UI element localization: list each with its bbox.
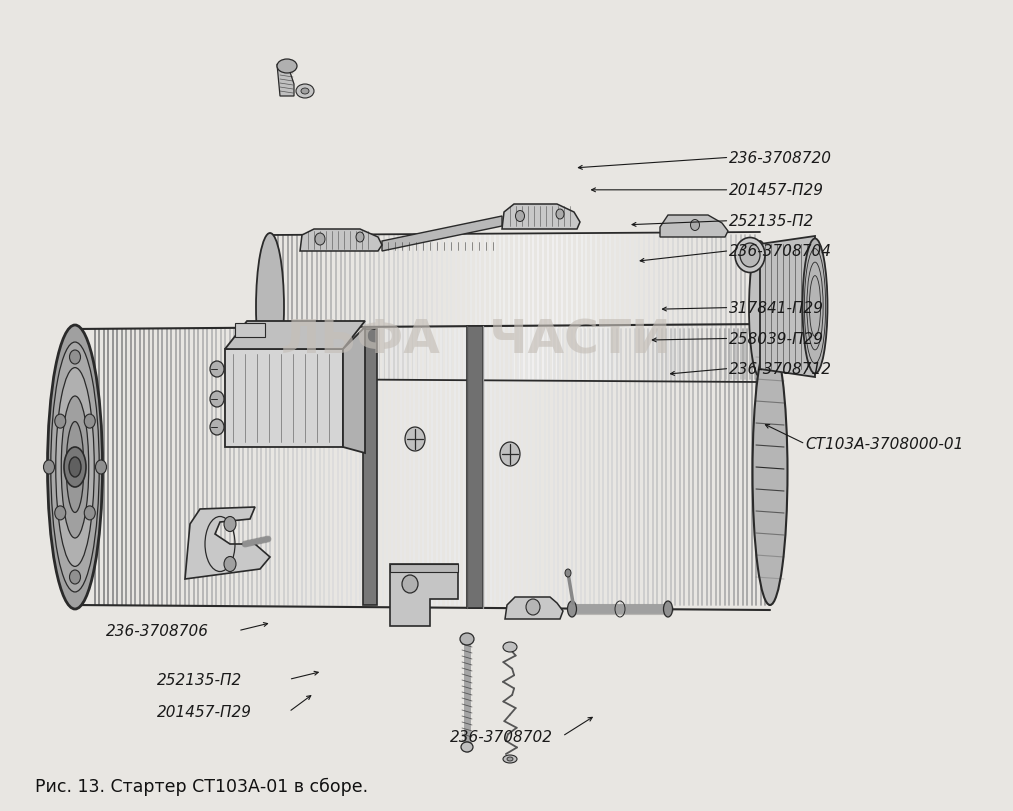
Ellipse shape	[70, 570, 80, 584]
Ellipse shape	[210, 419, 224, 436]
Polygon shape	[225, 350, 343, 448]
Ellipse shape	[556, 210, 564, 220]
Polygon shape	[185, 508, 270, 579]
Ellipse shape	[356, 233, 364, 242]
Text: 236-3708702: 236-3708702	[450, 729, 553, 744]
Ellipse shape	[301, 89, 309, 95]
Ellipse shape	[95, 461, 106, 474]
Text: 317841-П29: 317841-П29	[729, 301, 825, 315]
Ellipse shape	[64, 448, 86, 487]
Ellipse shape	[61, 397, 89, 539]
Ellipse shape	[256, 234, 284, 381]
Ellipse shape	[565, 569, 571, 577]
Ellipse shape	[461, 742, 473, 752]
Ellipse shape	[516, 211, 525, 222]
Text: 236-3708720: 236-3708720	[729, 151, 833, 165]
Polygon shape	[660, 216, 728, 238]
Ellipse shape	[405, 427, 425, 452]
Ellipse shape	[503, 642, 517, 652]
Ellipse shape	[224, 557, 236, 572]
Polygon shape	[502, 204, 580, 230]
Bar	[235, 324, 265, 337]
Ellipse shape	[44, 461, 55, 474]
Ellipse shape	[749, 242, 771, 378]
Ellipse shape	[741, 243, 760, 268]
Polygon shape	[760, 237, 815, 378]
Ellipse shape	[69, 457, 81, 478]
Ellipse shape	[691, 221, 700, 231]
Ellipse shape	[664, 601, 673, 617]
Ellipse shape	[325, 407, 345, 431]
Polygon shape	[225, 322, 365, 350]
Ellipse shape	[567, 601, 576, 617]
Ellipse shape	[66, 422, 84, 513]
Text: 258039-П29: 258039-П29	[729, 332, 825, 346]
Ellipse shape	[277, 60, 297, 74]
Ellipse shape	[753, 340, 787, 605]
Ellipse shape	[84, 414, 95, 428]
Polygon shape	[390, 564, 458, 573]
Polygon shape	[382, 217, 502, 251]
Text: 236-3708712: 236-3708712	[729, 362, 833, 376]
Ellipse shape	[402, 575, 418, 594]
Text: 236-3708704: 236-3708704	[729, 244, 833, 259]
Ellipse shape	[70, 350, 80, 365]
Ellipse shape	[210, 362, 224, 378]
Text: 201457-П29: 201457-П29	[157, 705, 252, 719]
Ellipse shape	[506, 757, 513, 761]
Text: 252135-П2: 252135-П2	[729, 214, 814, 229]
Ellipse shape	[55, 414, 66, 428]
Ellipse shape	[315, 234, 325, 246]
Ellipse shape	[224, 517, 236, 532]
Ellipse shape	[296, 85, 314, 99]
Polygon shape	[363, 329, 377, 605]
Ellipse shape	[51, 342, 99, 592]
Ellipse shape	[84, 506, 95, 520]
Ellipse shape	[503, 755, 517, 763]
Ellipse shape	[55, 506, 66, 520]
Text: Рис. 13. Стартер СТ103А-01 в сборе.: Рис. 13. Стартер СТ103А-01 в сборе.	[35, 777, 368, 795]
Text: 252135-П2: 252135-П2	[157, 672, 242, 687]
Polygon shape	[300, 230, 382, 251]
Text: СТ103А-3708000-01: СТ103А-3708000-01	[805, 437, 963, 452]
Ellipse shape	[48, 325, 102, 609]
Polygon shape	[343, 328, 365, 453]
Ellipse shape	[56, 368, 94, 567]
Polygon shape	[505, 597, 563, 620]
Ellipse shape	[460, 633, 474, 646]
Text: ЛЬФА   ЧАСТИ: ЛЬФА ЧАСТИ	[282, 318, 671, 363]
Polygon shape	[277, 65, 294, 97]
Ellipse shape	[500, 443, 520, 466]
Text: 201457-П29: 201457-П29	[729, 183, 825, 198]
Polygon shape	[390, 564, 458, 626]
Polygon shape	[467, 327, 483, 608]
Ellipse shape	[526, 599, 540, 616]
Ellipse shape	[735, 238, 765, 273]
Ellipse shape	[210, 392, 224, 407]
Ellipse shape	[802, 239, 828, 374]
Text: 236-3708706: 236-3708706	[106, 624, 210, 638]
